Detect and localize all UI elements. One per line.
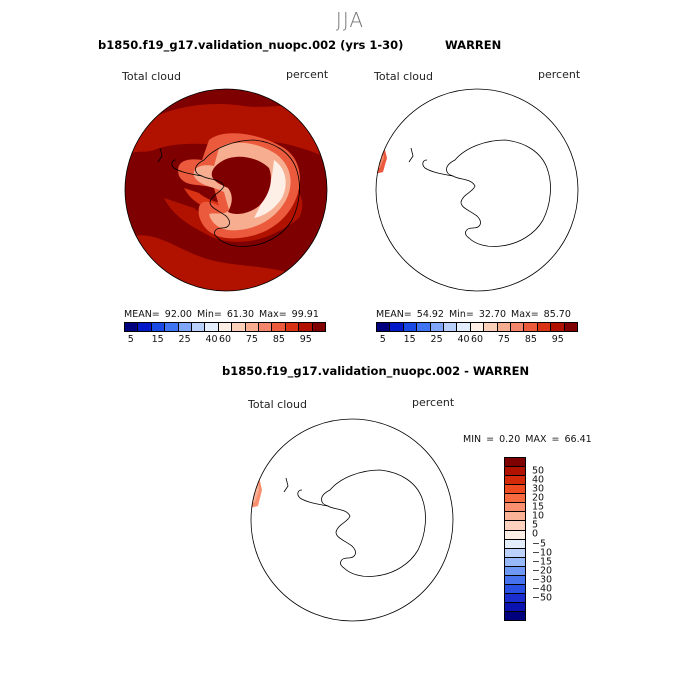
panel-3-colorbar-swatch: [505, 612, 525, 621]
panel-2-colorbar-tick-label: 60: [470, 334, 484, 345]
panel-1-field-label: Total cloud: [122, 70, 181, 83]
panel-3-colorbar-tick-label: 20: [532, 492, 545, 504]
panel-2-colorbar-tick-label: 95: [551, 334, 564, 345]
panel-3-colorbar-tick-label: −50: [532, 592, 553, 604]
panel-3-units-label: percent: [412, 396, 455, 409]
panel-3-colorbar-swatch: [505, 603, 525, 613]
panel-1-colorbar-swatch: [165, 323, 179, 331]
panel-3-colorbar-swatch: [505, 584, 525, 594]
panel-1-colorbar-tick-label: 25: [178, 334, 191, 345]
panel-3-colorbar-tick-label: −15: [532, 556, 553, 568]
panel-3-colorbar-swatch: [505, 476, 525, 486]
panel-2-colorbar-swatch: [524, 323, 538, 331]
panel-2-colorbar-tick-label: 40: [457, 334, 470, 345]
panel-1-colorbar-swatch: [125, 323, 139, 331]
panel-2-colorbar-tick-label: 25: [430, 334, 443, 345]
panel-2-colorbar-swatch: [457, 323, 471, 331]
panel-1-colorbar-swatch: [285, 323, 300, 331]
panel-1-colorbar-swatch: [259, 323, 273, 331]
panel-1-title: b1850.f19_g17.validation_nuopc.002 (yrs …: [98, 38, 404, 52]
panel-1-colorbar-tick-label: 95: [299, 334, 312, 345]
figure-title: JJA: [335, 8, 365, 32]
panel-1-colorbar-swatch: [245, 323, 260, 331]
panel-2-colorbar-tick-label: 5: [379, 334, 386, 345]
panel-3-colorbar-swatch: [505, 593, 525, 603]
panel-1-colorbar-tick-label: 75: [245, 334, 258, 345]
panel-3-colorbar-tick-label: 30: [532, 483, 545, 495]
panel-2-units-label: percent: [538, 68, 581, 81]
panel-2-colorbar-swatch: [564, 323, 578, 331]
panel-1-colorbar-swatch: [218, 323, 233, 331]
panel-3-colorbar-swatch: [505, 503, 525, 513]
panel-3-colorbar-swatch: [505, 458, 525, 468]
panel-2-colorbar-swatch: [430, 323, 445, 331]
panel-1-colorbar-tick-label: 40: [205, 334, 218, 345]
panel-2-colorbar-swatch: [511, 323, 525, 331]
panel-3-colorbar-tick-label: −20: [532, 565, 553, 577]
panel-1-colorbar-swatch: [192, 323, 206, 331]
panel-1-colorbar-swatch: [178, 323, 193, 331]
panel-2-colorbar-swatch: [537, 323, 552, 331]
panel-2-colorbar-swatch: [484, 323, 498, 331]
panel-3-colorbar-swatch: [505, 485, 525, 495]
panel-1-colorbar-swatch: [299, 323, 313, 331]
panel-2-colorbar-tick-label: 75: [497, 334, 510, 345]
panel-1-colorbar-tick-label: 15: [151, 334, 164, 345]
panel-2-title: WARREN: [445, 38, 502, 52]
panel-2-colorbar-swatch: [444, 323, 458, 331]
panel-2-colorbar-tick-label: 85: [524, 334, 537, 345]
panel-2-colorbar-tick-label: 15: [403, 334, 416, 345]
panel-3-colorbar-swatch: [505, 512, 525, 522]
panel-2-map: [375, 88, 579, 292]
panel-3-colorbar-tick-label: 50: [532, 465, 545, 477]
panel-2-colorbar-swatch: [403, 323, 418, 331]
panel-3-colorbar-swatch: [505, 494, 525, 504]
panel-1-colorbar-swatch: [205, 323, 219, 331]
panel-3-colorbar-swatch: [505, 539, 525, 549]
panel-3-colorbar-tick-label: 5: [532, 519, 539, 531]
panel-3-colorbar-tick-label: 0: [532, 528, 539, 540]
panel-2-colorbar-swatch: [390, 323, 404, 331]
panel-3-colorbar-tick-label: −30: [532, 574, 553, 586]
panel-1-stats: MEAN= 92.00 Min= 61.30 Max= 99.91: [124, 309, 319, 320]
panel-3-stats: MIN = 0.20 MAX = 66.41: [463, 434, 592, 445]
panel-3-colorbar-tick-label: 10: [532, 510, 545, 522]
panel-2-field-label: Total cloud: [374, 70, 433, 83]
panel-1-colorbar-swatch: [312, 323, 326, 331]
panel-3-colorbar-swatch: [505, 530, 525, 540]
panel-1-colorbar-tick-label: 5: [127, 334, 134, 345]
panel-1-units-label: percent: [286, 68, 329, 81]
panel-2-colorbar: 5 15 25 40 60 75 85 95: [376, 322, 578, 346]
panel-3-colorbar-tick-label: 40: [532, 474, 545, 486]
panel-1-colorbar-tick-label: 60: [218, 334, 232, 345]
panel-1-colorbar-swatch: [138, 323, 152, 331]
panel-1-colorbar-swatch: [151, 323, 166, 331]
panel-1-colorbar-swatch: [232, 323, 246, 331]
panel-3-colorbar-swatch: [505, 521, 525, 531]
panel-1-map: [124, 88, 328, 292]
panel-2-stats: MEAN= 54.92 Min= 32.70 Max= 85.70: [376, 309, 571, 320]
panel-3-field-label: Total cloud: [248, 398, 307, 411]
panel-2-colorbar-swatch: [551, 323, 565, 331]
panel-3-colorbar: 50 40 30 20 15 10 5 0 −5 −10 −15 −20 −30 −40 −50: [504, 457, 564, 621]
panel-3-colorbar-swatch: [505, 557, 525, 567]
panel-2-colorbar-swatch: [470, 323, 485, 331]
panel-3-colorbar-swatch: [505, 566, 525, 576]
panel-2-colorbar-swatch: [377, 323, 391, 331]
panel-1-colorbar-tick-label: 85: [272, 334, 285, 345]
panel-3-colorbar-tick-label: −5: [532, 538, 547, 550]
panel-3-colorbar-tick-label: −10: [532, 547, 553, 559]
panel-3-colorbar-swatch: [505, 575, 525, 585]
panel-2-colorbar-swatch: [497, 323, 512, 331]
panel-1-colorbar-swatch: [272, 323, 286, 331]
panel-3-map: [250, 418, 454, 622]
panel-3-title: b1850.f19_g17.validation_nuopc.002 - WAR…: [222, 364, 530, 378]
panel-2-colorbar-swatch: [417, 323, 431, 331]
panel-1-colorbar: 5 15 25 40 60 75 85 95: [124, 322, 326, 346]
panel-3-colorbar-swatch: [505, 467, 525, 477]
panel-3-colorbar-tick-label: −40: [532, 583, 553, 595]
panel-3-colorbar-tick-label: 15: [532, 501, 545, 513]
panel-3-colorbar-swatch: [505, 548, 525, 558]
